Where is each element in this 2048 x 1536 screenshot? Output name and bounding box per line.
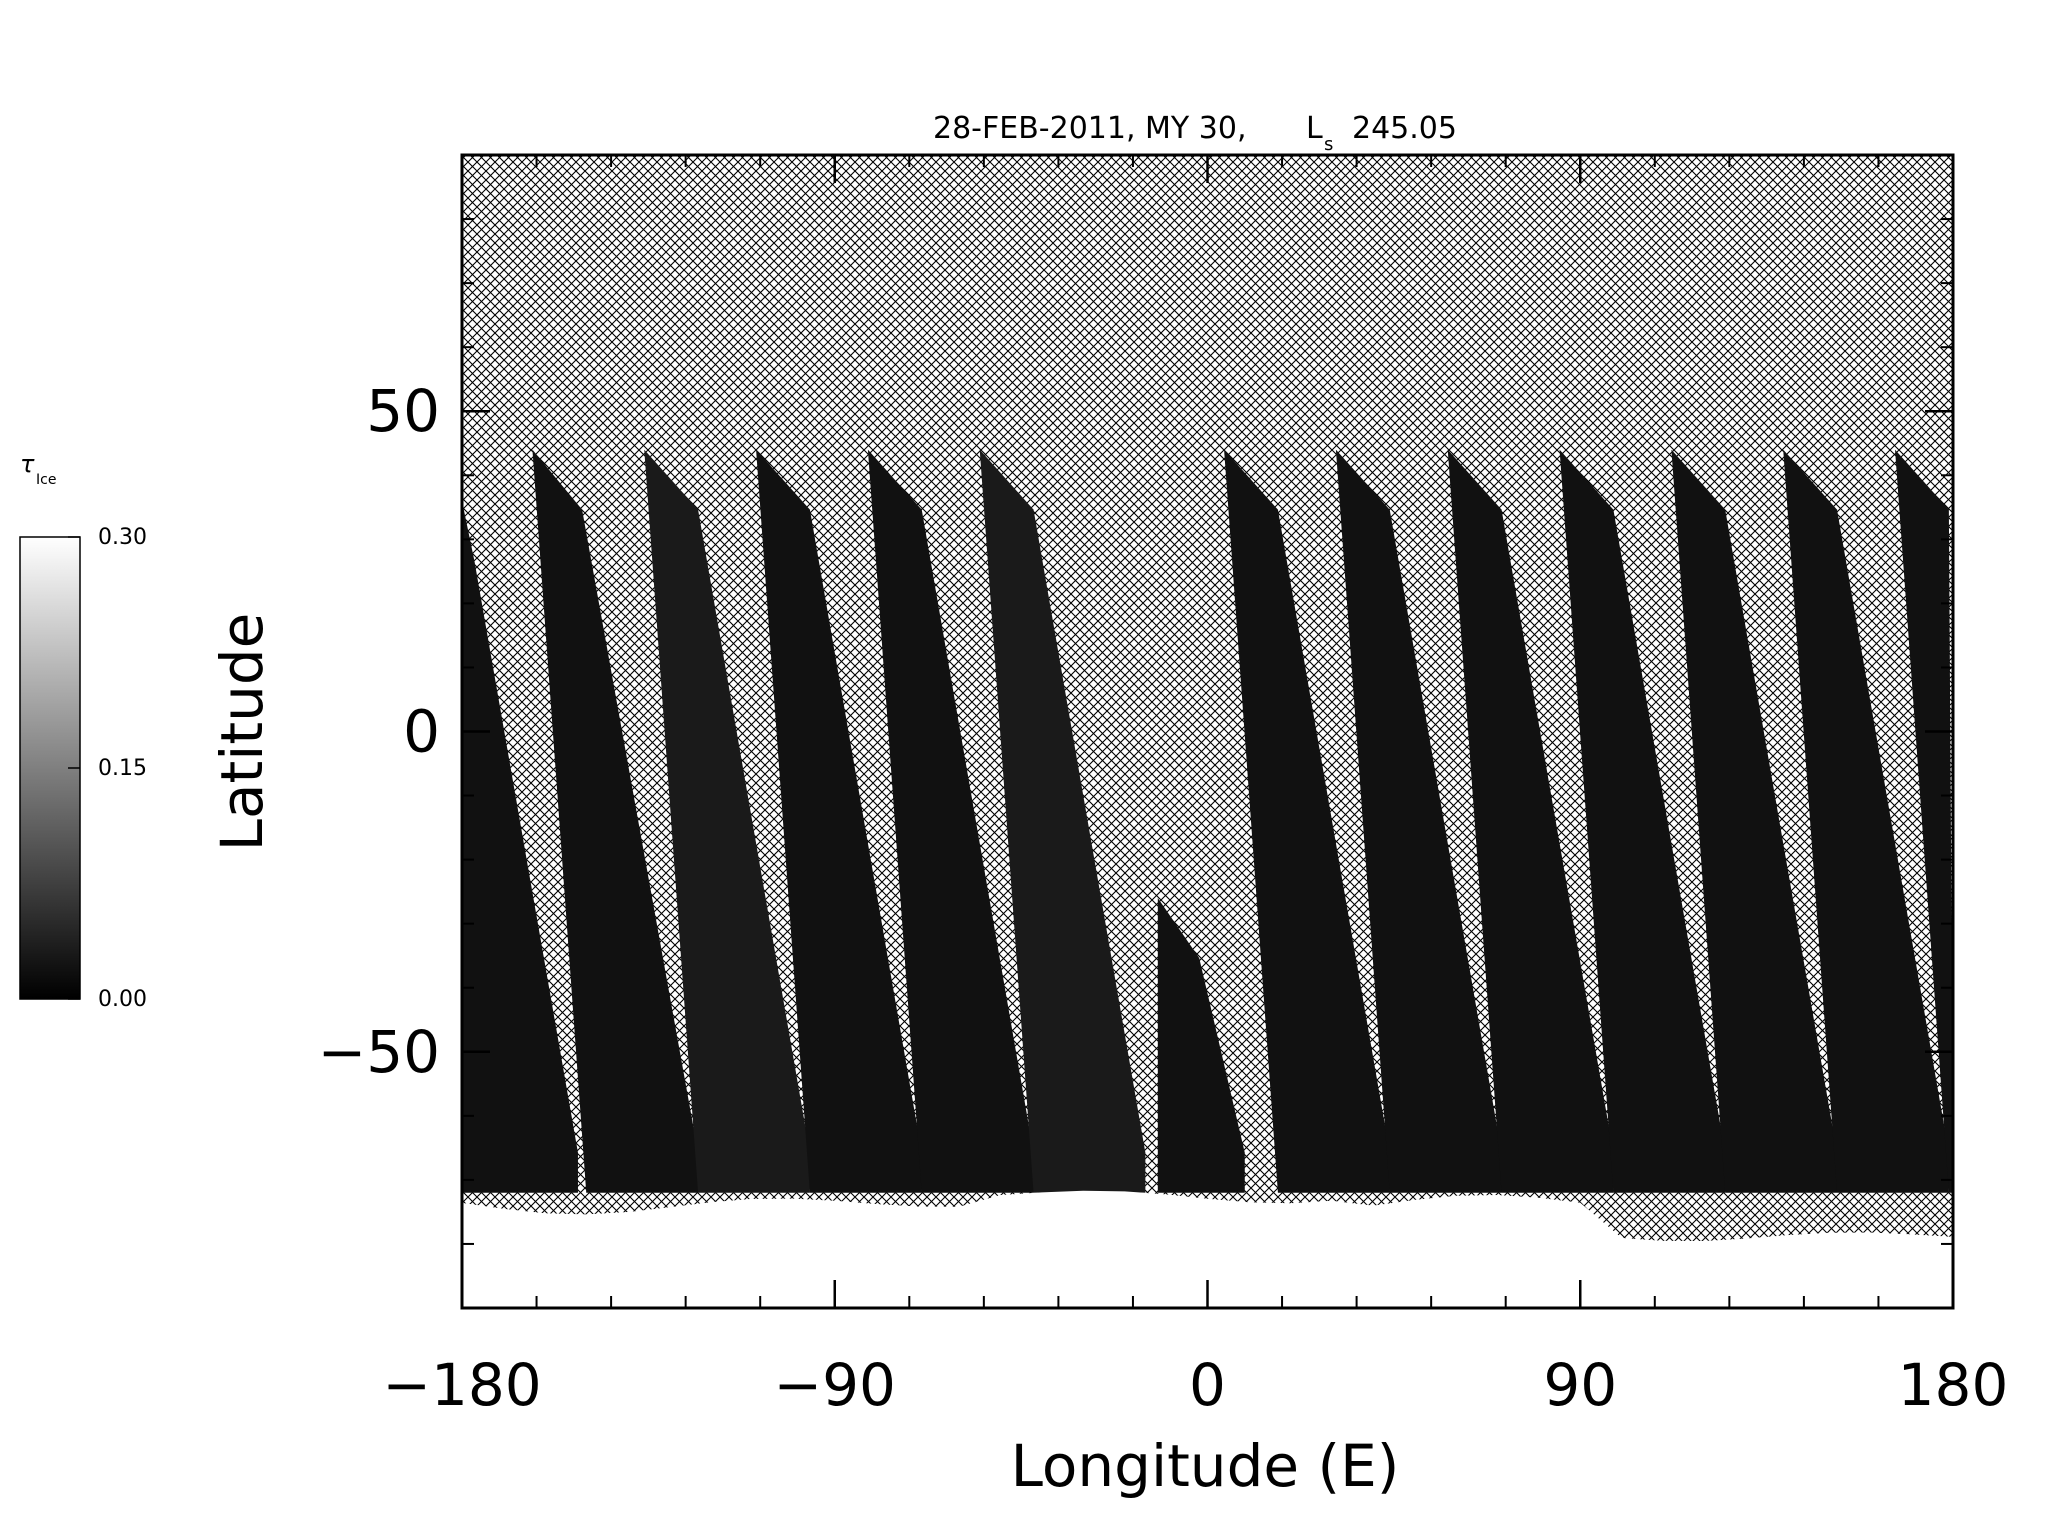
- major-ticks: [460, 155, 1955, 1308]
- swath-11: [1559, 449, 1726, 1193]
- x-axis-label: Longitude (E): [1011, 1432, 1400, 1500]
- swath-13: [1783, 449, 1949, 1193]
- y-axis-label: Latitude: [208, 613, 276, 852]
- x-tick-label: 0: [1189, 1351, 1226, 1419]
- title-ls-value: 245.05: [1352, 111, 1457, 146]
- swath-8: [1224, 449, 1390, 1193]
- plot-area: [460, 153, 1955, 1310]
- swath-5: [867, 449, 1034, 1193]
- swath-7: [1157, 898, 1245, 1193]
- colorbar-tick-label: 0.00: [98, 987, 147, 1012]
- x-tick-label: −90: [774, 1351, 896, 1419]
- swath-3: [644, 449, 810, 1193]
- chart-title: 28-FEB-2011, MY 30, L s 245.05: [933, 111, 1457, 155]
- title-ls-subscript: s: [1324, 134, 1333, 155]
- colorbar-tick-label: 0.15: [98, 756, 147, 781]
- y-tick-label: −50: [318, 1018, 440, 1086]
- colorbar-label-subscript: Ice: [36, 472, 56, 488]
- swath-10: [1447, 449, 1614, 1193]
- x-tick-label: 90: [1543, 1351, 1617, 1419]
- swath-14: [1895, 449, 1953, 1193]
- colorbar-label-symbol: τ: [20, 450, 35, 478]
- title-text: 28-FEB-2011, MY 30,: [933, 111, 1247, 146]
- x-tick-label: −180: [382, 1351, 541, 1419]
- swath-1: [462, 500, 578, 1193]
- swath-2: [532, 449, 699, 1193]
- swath-layer: [462, 449, 1953, 1193]
- y-tick-label: 0: [403, 698, 440, 766]
- y-tick-label: 50: [366, 377, 440, 445]
- colorbar-tick-label: 0.30: [98, 525, 147, 550]
- polar-cap-layer: [462, 1190, 1953, 1308]
- swath-9: [1335, 449, 1502, 1193]
- title-ls-symbol: L: [1306, 111, 1323, 146]
- y-tick-labels: −50 0 50: [318, 377, 440, 1086]
- x-tick-labels: −180 −90 0 90 180: [382, 1351, 2008, 1419]
- swath-6: [979, 449, 1146, 1193]
- colorbar: τ Ice 0.00 0.15 0.30: [19, 450, 147, 1012]
- swath-12: [1671, 449, 1838, 1193]
- colorbar-ticks: 0.00 0.15 0.30: [68, 525, 147, 1012]
- polar-cap: [462, 1190, 1953, 1308]
- swath-4: [756, 449, 922, 1193]
- x-tick-label: 180: [1898, 1351, 2009, 1419]
